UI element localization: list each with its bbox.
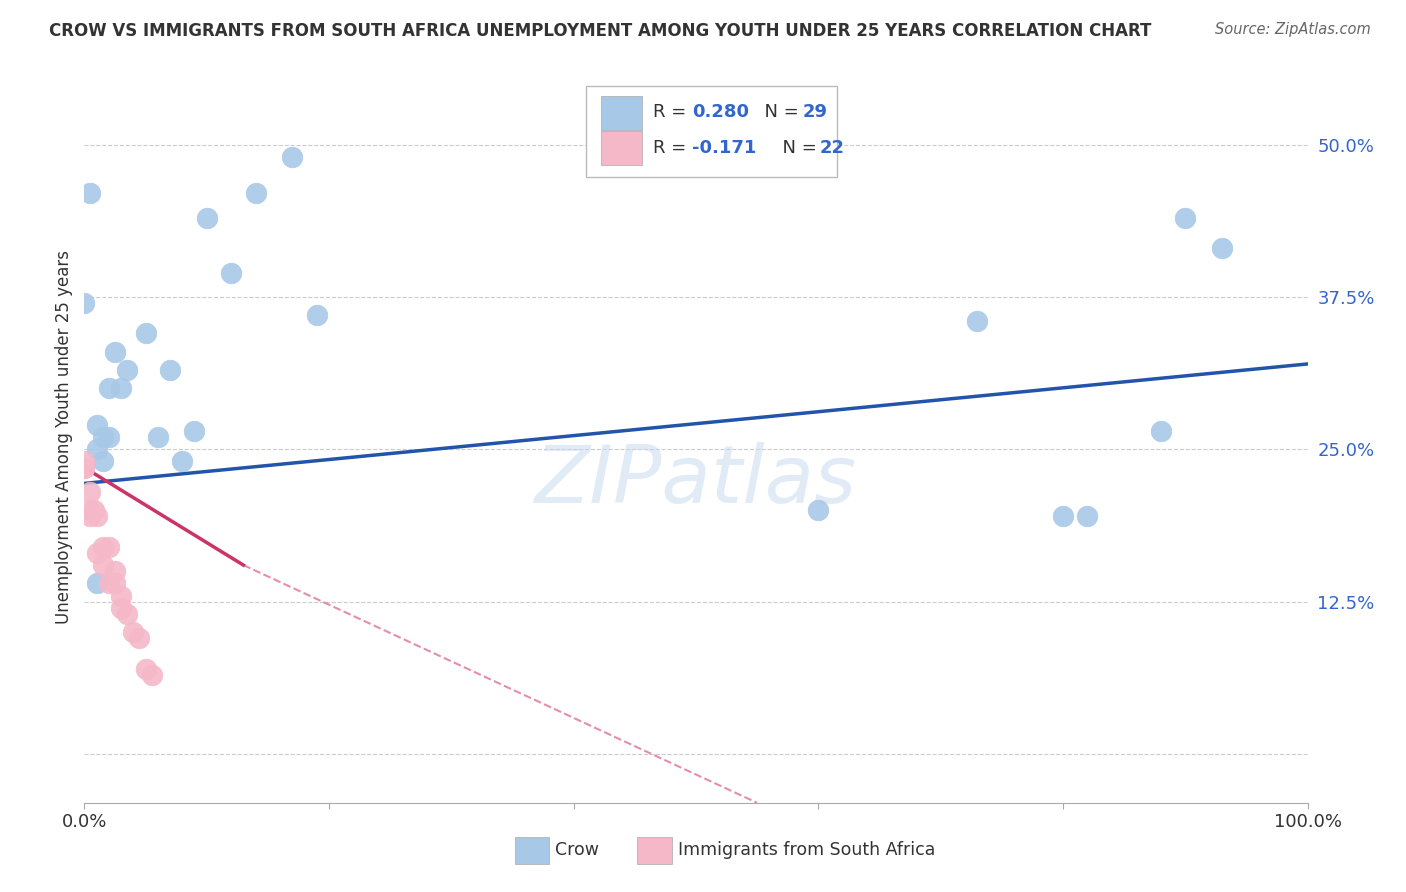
Point xyxy=(91,558,114,573)
Point xyxy=(195,211,218,225)
Text: CROW VS IMMIGRANTS FROM SOUTH AFRICA UNEMPLOYMENT AMONG YOUTH UNDER 25 YEARS COR: CROW VS IMMIGRANTS FROM SOUTH AFRICA UNE… xyxy=(49,22,1152,40)
Point xyxy=(97,576,120,591)
Point xyxy=(79,485,101,500)
Point xyxy=(245,186,267,201)
Point xyxy=(128,632,150,646)
Text: 29: 29 xyxy=(803,103,827,120)
Point xyxy=(104,576,127,591)
Text: Source: ZipAtlas.com: Source: ZipAtlas.com xyxy=(1215,22,1371,37)
Point xyxy=(91,454,114,468)
Point xyxy=(1211,241,1233,255)
Point xyxy=(73,460,96,475)
Point xyxy=(104,564,127,578)
Point xyxy=(73,296,96,310)
Text: 0.280: 0.280 xyxy=(692,103,749,120)
Text: ZIPatlas: ZIPatlas xyxy=(534,442,858,520)
Point xyxy=(86,546,108,560)
Text: N =: N = xyxy=(754,103,806,120)
Point xyxy=(110,600,132,615)
Point xyxy=(79,503,101,517)
Point xyxy=(110,589,132,603)
FancyBboxPatch shape xyxy=(586,86,837,178)
Point xyxy=(86,417,108,432)
Point xyxy=(1174,211,1197,225)
Point xyxy=(159,363,181,377)
Point xyxy=(183,424,205,438)
Point xyxy=(97,540,120,554)
Text: Immigrants from South Africa: Immigrants from South Africa xyxy=(678,841,935,859)
FancyBboxPatch shape xyxy=(600,131,643,165)
Point xyxy=(79,186,101,201)
Point xyxy=(97,430,120,444)
Text: N =: N = xyxy=(770,139,823,157)
Point xyxy=(172,454,194,468)
Text: R =: R = xyxy=(654,139,692,157)
Point xyxy=(135,326,157,341)
Point xyxy=(219,266,242,280)
Point xyxy=(122,625,145,640)
Point xyxy=(115,363,138,377)
Point xyxy=(97,381,120,395)
Point xyxy=(104,344,127,359)
Y-axis label: Unemployment Among Youth under 25 years: Unemployment Among Youth under 25 years xyxy=(55,250,73,624)
Point xyxy=(86,509,108,524)
Point xyxy=(79,509,101,524)
FancyBboxPatch shape xyxy=(515,838,550,863)
Point xyxy=(305,308,328,322)
Point xyxy=(281,150,304,164)
FancyBboxPatch shape xyxy=(600,96,643,130)
Point xyxy=(1052,509,1074,524)
Text: -0.171: -0.171 xyxy=(692,139,756,157)
Text: Crow: Crow xyxy=(555,841,599,859)
Point xyxy=(135,662,157,676)
Point xyxy=(110,381,132,395)
Point xyxy=(73,454,96,468)
Point xyxy=(966,314,988,328)
Point xyxy=(73,460,96,475)
Point xyxy=(91,430,114,444)
Point xyxy=(807,503,830,517)
Point xyxy=(146,430,169,444)
Point xyxy=(86,576,108,591)
Point xyxy=(1076,509,1098,524)
Point xyxy=(115,607,138,621)
Point xyxy=(141,667,163,681)
Point xyxy=(86,442,108,457)
FancyBboxPatch shape xyxy=(637,838,672,863)
Point xyxy=(1150,424,1173,438)
Point xyxy=(83,503,105,517)
Text: 22: 22 xyxy=(820,139,845,157)
Point xyxy=(91,540,114,554)
Text: R =: R = xyxy=(654,103,692,120)
